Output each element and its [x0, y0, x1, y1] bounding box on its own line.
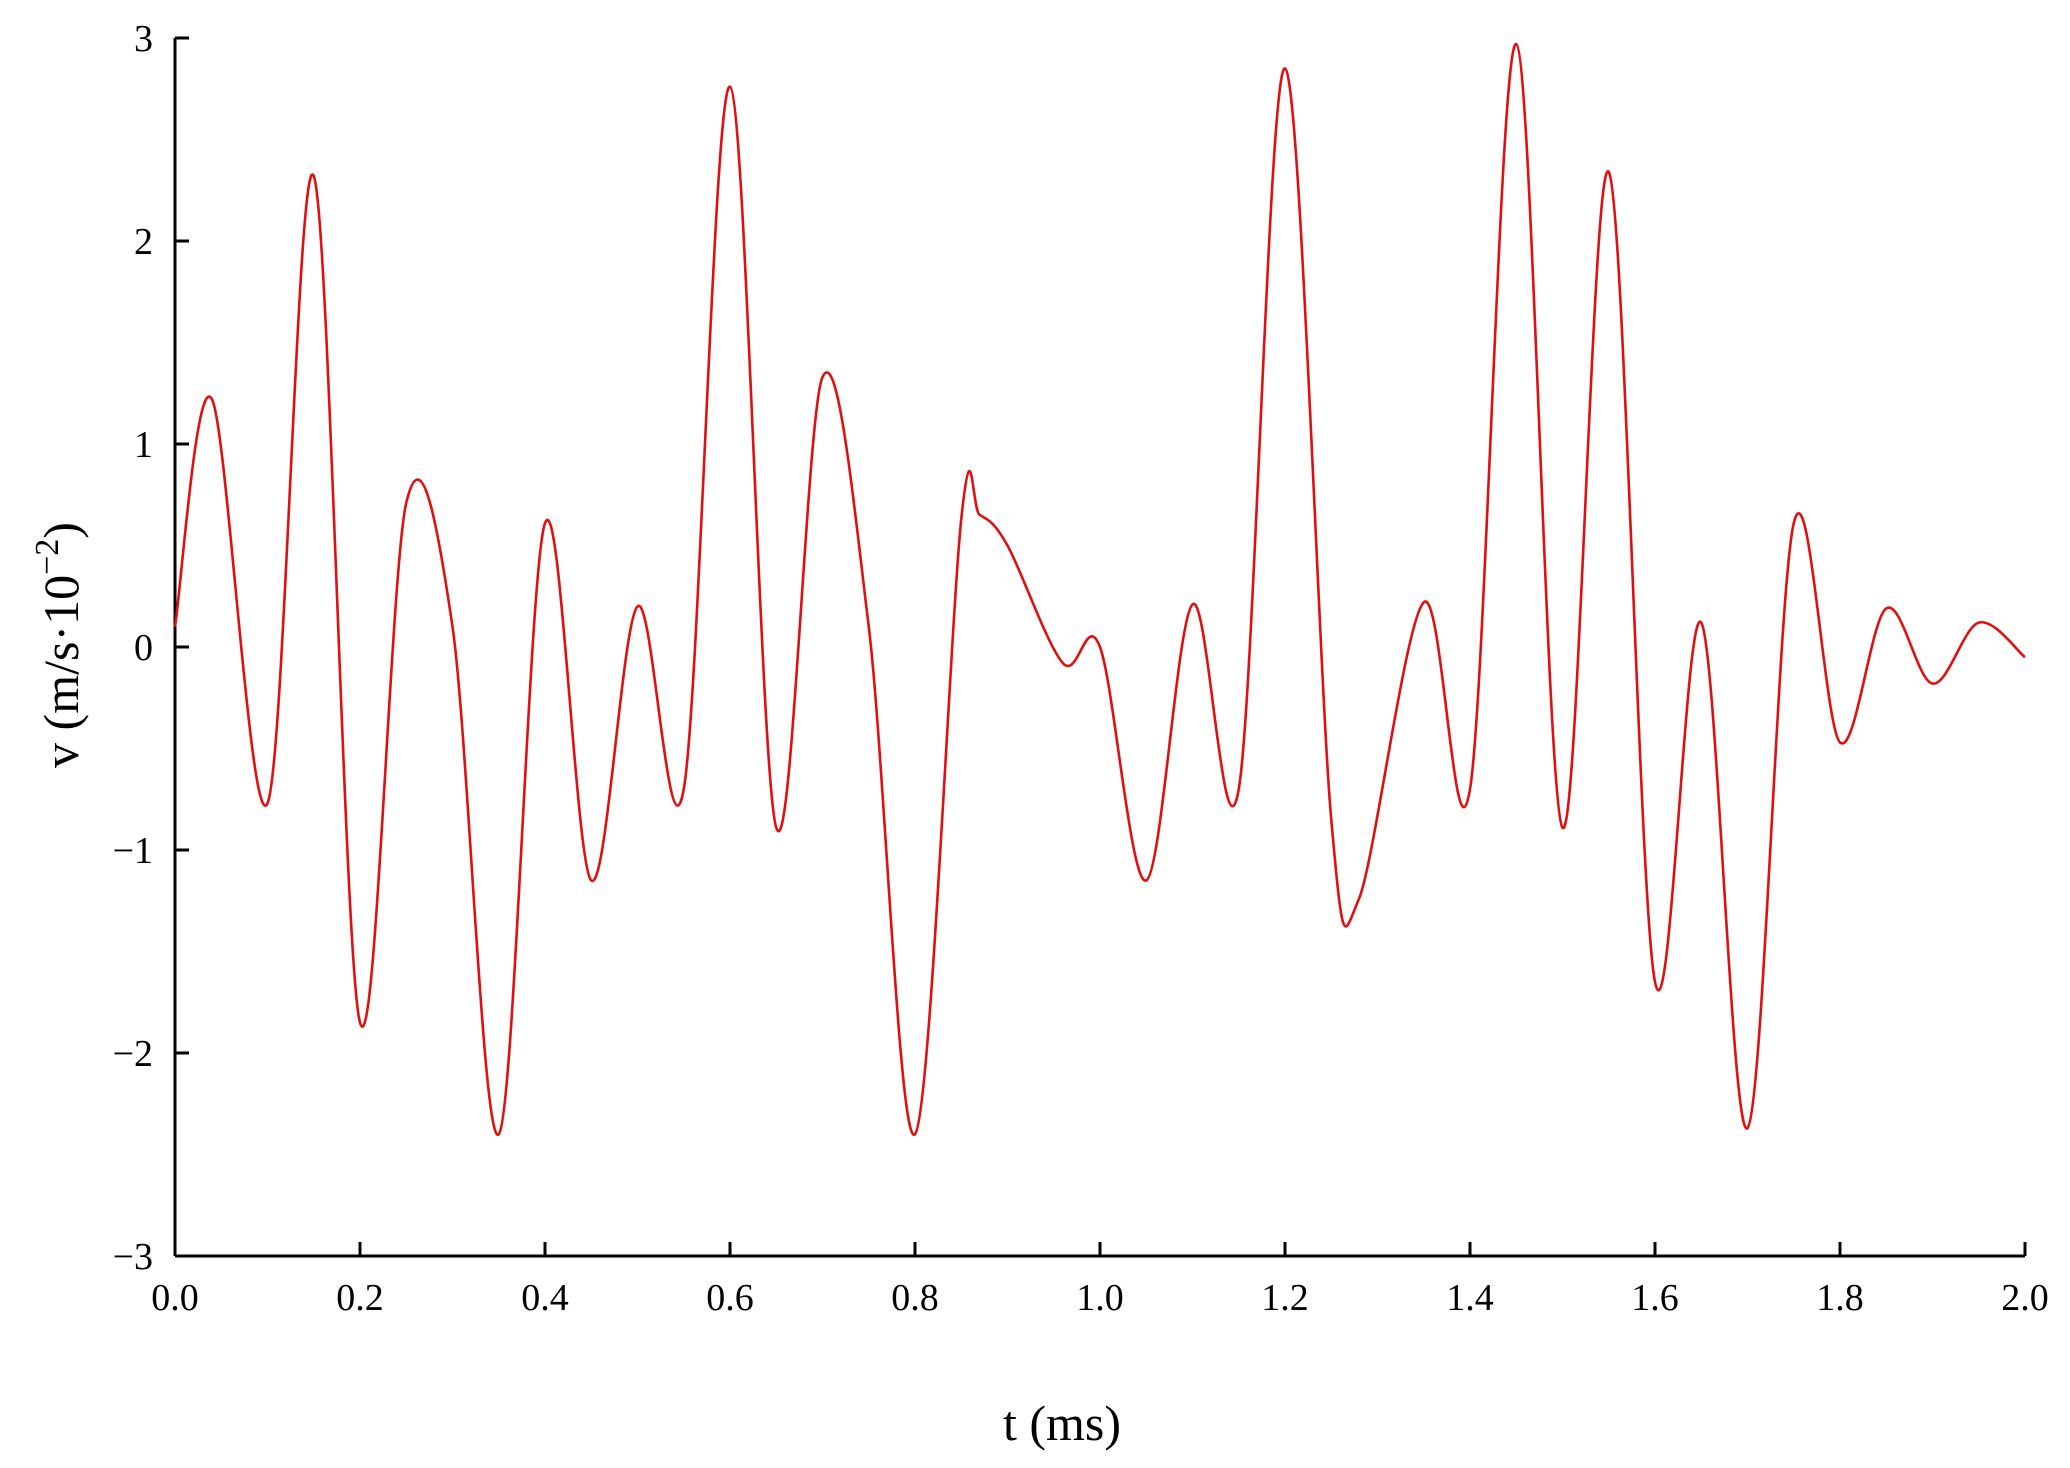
y-axis-title-close: )	[33, 522, 89, 539]
x-tick-label: 0.8	[891, 1277, 939, 1319]
x-tick-label: 1.0	[1076, 1277, 1124, 1319]
x-tick-label: 0.2	[336, 1277, 384, 1319]
y-tick-label: −3	[113, 1236, 153, 1278]
y-tick-label: 3	[134, 18, 153, 60]
series-layer	[173, 42, 2026, 1136]
y-tick-label: 0	[134, 627, 153, 669]
y-tick-label: −2	[113, 1033, 153, 1075]
x-tick-label: 0.6	[706, 1277, 754, 1319]
y-axis-ticks: 3 2 1 0 −1 −2 −3	[113, 18, 189, 1278]
y-tick-label: 2	[134, 221, 153, 263]
series-line	[173, 42, 2026, 1136]
x-tick-label: 1.4	[1446, 1277, 1494, 1319]
x-axis-ticks: 0.0 0.2 0.4 0.6 0.8 1.0 1.2 1.4 1.6 1.8 2.0	[151, 1242, 2049, 1319]
y-tick-label: 1	[134, 424, 153, 466]
x-axis-title: t (ms)	[1003, 1395, 1121, 1451]
y-axis-title: v (m/s·10−2)	[29, 522, 89, 768]
x-tick-label: 2.0	[2001, 1277, 2049, 1319]
y-axis-title-base: v (m/s·10	[33, 575, 89, 768]
x-tick-label: 1.8	[1816, 1277, 1864, 1319]
y-axis-title-exponent: −2	[29, 539, 66, 575]
x-tick-label: 0.4	[521, 1277, 569, 1319]
y-tick-label: −1	[113, 830, 153, 872]
x-tick-label: 0.0	[151, 1277, 199, 1319]
x-tick-label: 1.2	[1261, 1277, 1309, 1319]
x-tick-label: 1.6	[1631, 1277, 1679, 1319]
